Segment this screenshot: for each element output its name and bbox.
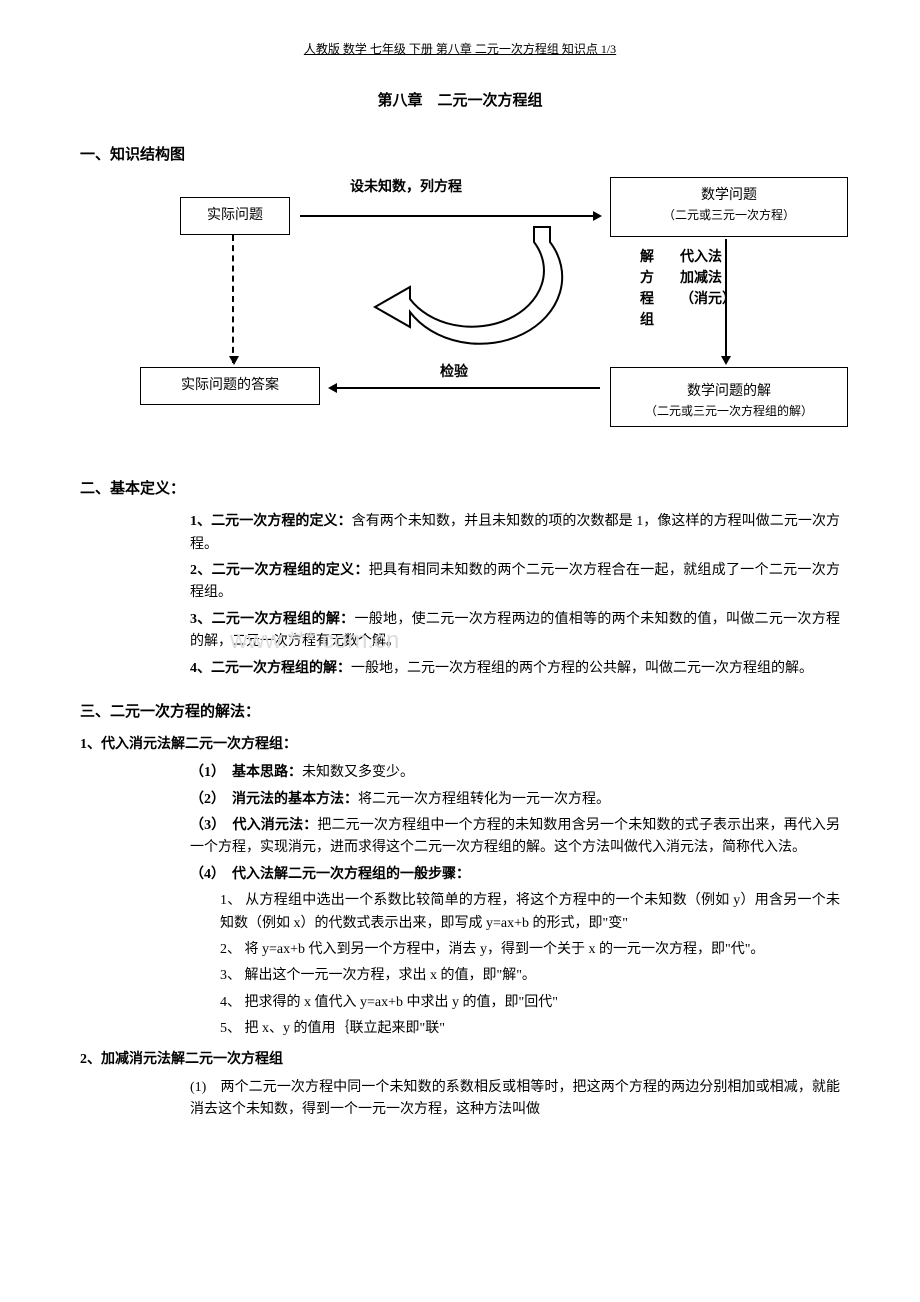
sub-1-title: 1、代入消元法解二元一次方程组： <box>80 734 840 756</box>
knowledge-diagram: 实际问题 数学问题 （二元或三元一次方程） 实际问题的答案 数学问题的解 （二元… <box>170 177 840 457</box>
step-list: 1、 从方程组中选出一个系数比较简单的方程，将这个方程中的一个未知数（例如 y）… <box>220 890 840 1040</box>
section-3-title: 三、二元一次方程的解法： <box>80 700 840 724</box>
step-item: 4、 把求得的 x 值代入 y=ax+b 中求出 y 的值，即"回代" <box>220 992 840 1014</box>
method-char: 方 <box>640 271 654 286</box>
method-char: 解 <box>640 250 654 265</box>
method-line: 加减法 <box>680 271 722 286</box>
method-text: 两个二元一次方程中同一个未知数的系数相反或相等时，把这两个方程的两边分别相加或相… <box>190 1080 840 1117</box>
method-item: （2） 消元法的基本方法：将二元一次方程组转化为一元一次方程。 <box>190 789 840 811</box>
label-verify: 检验 <box>440 362 468 384</box>
section-1-title: 一、知识结构图 <box>80 143 840 167</box>
chapter-title: 第八章 二元一次方程组 <box>80 89 840 113</box>
method-num: （1） <box>190 765 218 780</box>
def-num: 3、 <box>190 612 212 627</box>
method-line: （消元） <box>680 292 736 307</box>
definition-list: 1、二元一次方程的定义：含有两个未知数，并且未知数的项的次数都是 1，像这样的方… <box>190 511 840 680</box>
box-math-solution: 数学问题的解 （二元或三元一次方程组的解） <box>610 367 848 427</box>
section-2-title: 二、基本定义： <box>80 477 840 501</box>
def-item: 3、二元一次方程组的解：一般地，使二元一次方程两边的值相等的两个未知数的值，叫做… <box>190 609 840 654</box>
def-text: 一般地，二元一次方程组的两个方程的公共解，叫做二元一次方程组的解。 <box>351 661 813 676</box>
method-num: （4） <box>190 867 218 882</box>
def-term: 二元一次方程组的定义： <box>212 563 369 578</box>
method-list-2: (1) 两个二元一次方程中同一个未知数的系数相反或相等时，把这两个方程的两边分别… <box>190 1077 840 1122</box>
method-list-1: （1） 基本思路：未知数又多变少。 （2） 消元法的基本方法：将二元一次方程组转… <box>190 762 840 886</box>
method-term: 基本思路： <box>232 765 302 780</box>
page-header: 人教版 数学 七年级 下册 第八章 二元一次方程组 知识点 1/3 <box>80 40 840 59</box>
box-sub-label: （二元或三元一次方程组的解） <box>645 404 813 418</box>
box-label: 数学问题 <box>701 188 757 203</box>
step-item: 5、 把 x、y 的值用｛联立起来即"联" <box>220 1018 840 1040</box>
def-num: 1、 <box>190 514 211 529</box>
box-label: 实际问题的答案 <box>181 378 279 393</box>
method-text: 将二元一次方程组转化为一元一次方程。 <box>358 792 610 807</box>
method-term: 代入消元法： <box>233 818 318 833</box>
method-item: (1) 两个二元一次方程中同一个未知数的系数相反或相等时，把这两个方程的两边分别… <box>190 1077 840 1122</box>
method-line: 代入法 <box>680 250 722 265</box>
box-math-problem: 数学问题 （二元或三元一次方程） <box>610 177 848 237</box>
curved-open-arrow <box>350 222 580 377</box>
method-text: 未知数又多变少。 <box>302 765 414 780</box>
method-term: 代入法解二元一次方程组的一般步骤： <box>232 867 470 882</box>
def-item: 4、二元一次方程组的解：一般地，二元一次方程组的两个方程的公共解，叫做二元一次方… <box>190 658 840 680</box>
def-term: 二元一次方程的定义： <box>211 514 352 529</box>
method-col-1: 解 方 程 组 <box>640 247 654 331</box>
method-item: （1） 基本思路：未知数又多变少。 <box>190 762 840 784</box>
def-term: 二元一次方程组的解： <box>211 661 351 676</box>
method-num: （2） <box>190 792 218 807</box>
arrow-set-equation <box>300 215 600 217</box>
step-item: 3、 解出这个一元一次方程，求出 x 的值，即"解"。 <box>220 965 840 987</box>
def-item: 1、二元一次方程的定义：含有两个未知数，并且未知数的项的次数都是 1，像这样的方… <box>190 511 840 556</box>
dashed-arrow-down <box>232 235 234 363</box>
def-num: 4、 <box>190 661 211 676</box>
method-char: 程 <box>640 292 654 307</box>
box-label: 实际问题 <box>207 208 263 223</box>
method-char: 组 <box>640 313 654 328</box>
method-num: (1) <box>190 1080 206 1095</box>
sub-2-title: 2、加减消元法解二元一次方程组 <box>80 1049 840 1071</box>
box-real-answer: 实际问题的答案 <box>140 367 320 405</box>
method-item: （4） 代入法解二元一次方程组的一般步骤： <box>190 864 840 886</box>
box-sub-label: （二元或三元一次方程） <box>663 208 795 222</box>
def-item: 2、二元一次方程组的定义：把具有相同未知数的两个二元一次方程合在一起，就组成了一… <box>190 560 840 605</box>
method-term: 消元法的基本方法： <box>232 792 358 807</box>
box-label: 数学问题的解 <box>687 384 771 399</box>
box-real-problem: 实际问题 <box>180 197 290 235</box>
def-num: 2、 <box>190 563 212 578</box>
def-term: 二元一次方程组的解： <box>212 612 355 627</box>
step-item: 2、 将 y=ax+b 代入到另一个方程中，消去 y，得到一个关于 x 的一元一… <box>220 939 840 961</box>
step-item: 1、 从方程组中选出一个系数比较简单的方程，将这个方程中的一个未知数（例如 y）… <box>220 890 840 935</box>
label-set-unknowns: 设未知数，列方程 <box>350 177 462 199</box>
method-num: （3） <box>190 818 218 833</box>
method-item: （3） 代入消元法：把二元一次方程组中一个方程的未知数用含另一个未知数的式子表示… <box>190 815 840 860</box>
arrow-verify <box>330 387 600 389</box>
method-col-2: 代入法 加减法 （消元） <box>680 247 736 310</box>
